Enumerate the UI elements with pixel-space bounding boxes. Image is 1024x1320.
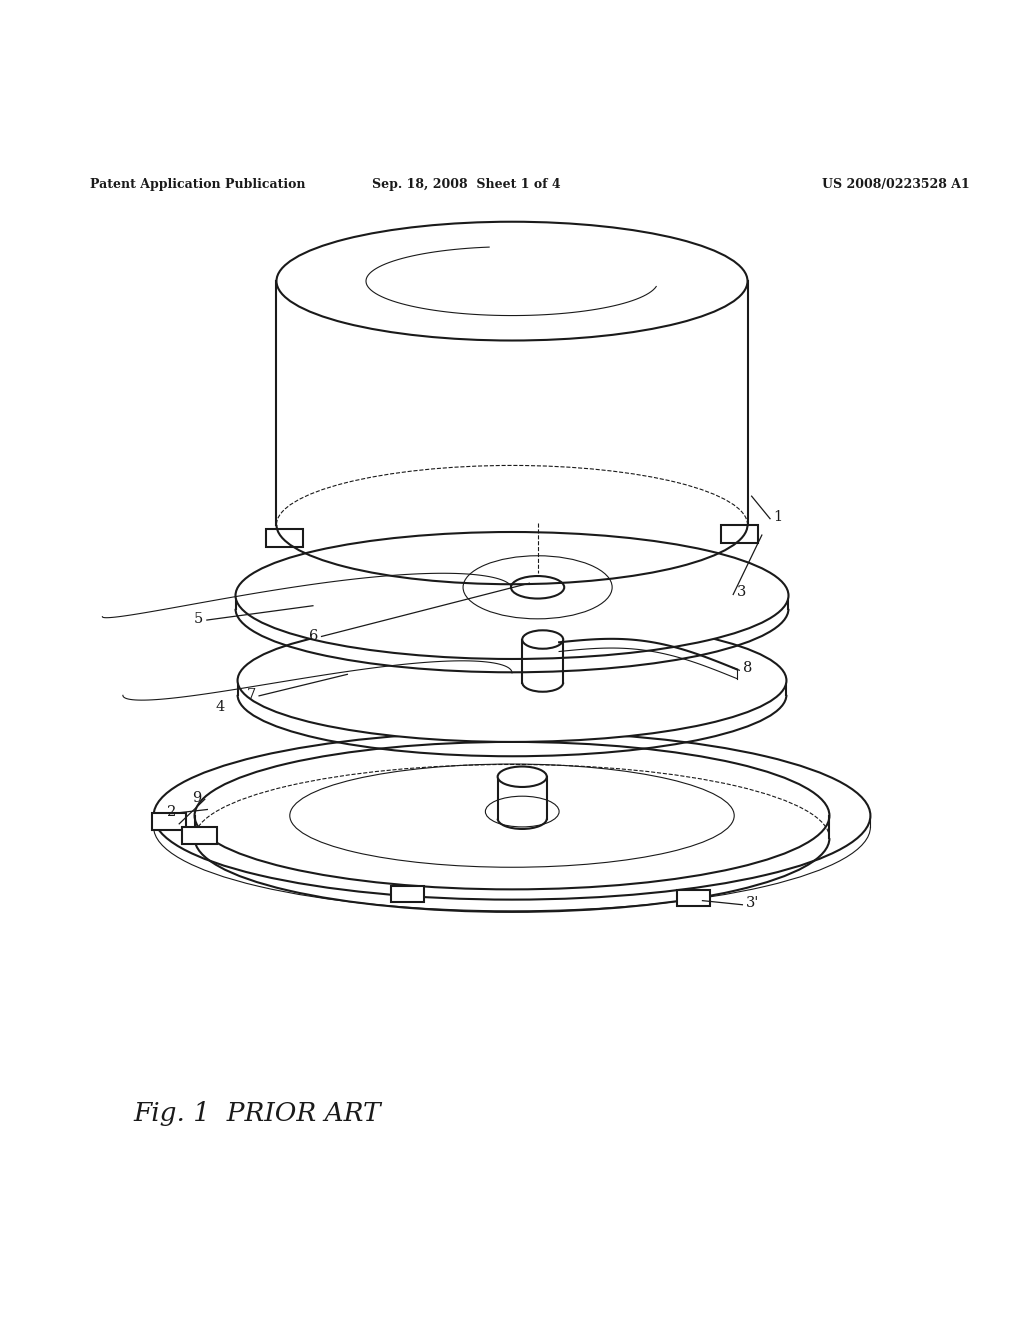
Ellipse shape <box>511 576 564 598</box>
Text: Patent Application Publication: Patent Application Publication <box>90 178 305 191</box>
Ellipse shape <box>498 767 547 787</box>
Bar <box>152 813 186 830</box>
Bar <box>677 891 710 906</box>
Ellipse shape <box>154 731 870 900</box>
Text: 7: 7 <box>246 688 256 702</box>
Text: 3: 3 <box>736 585 746 599</box>
Text: US 2008/0223528 A1: US 2008/0223528 A1 <box>822 178 970 191</box>
Bar <box>721 525 758 544</box>
Ellipse shape <box>238 619 786 742</box>
Bar <box>266 529 303 548</box>
Text: 4: 4 <box>215 700 225 714</box>
Ellipse shape <box>195 742 829 890</box>
Text: Sep. 18, 2008  Sheet 1 of 4: Sep. 18, 2008 Sheet 1 of 4 <box>372 178 560 191</box>
Text: 1: 1 <box>774 510 782 524</box>
Ellipse shape <box>236 532 788 659</box>
Text: 3': 3' <box>745 896 760 909</box>
Bar <box>391 886 424 902</box>
Text: Fig. 1  PRIOR ART: Fig. 1 PRIOR ART <box>133 1101 381 1126</box>
Text: 6: 6 <box>308 630 318 643</box>
Ellipse shape <box>522 631 563 648</box>
Text: 5: 5 <box>194 612 204 626</box>
Text: 2: 2 <box>167 805 177 818</box>
Text: 9: 9 <box>191 791 202 805</box>
Ellipse shape <box>276 222 748 341</box>
Text: 8: 8 <box>742 661 753 676</box>
Bar <box>182 826 217 845</box>
